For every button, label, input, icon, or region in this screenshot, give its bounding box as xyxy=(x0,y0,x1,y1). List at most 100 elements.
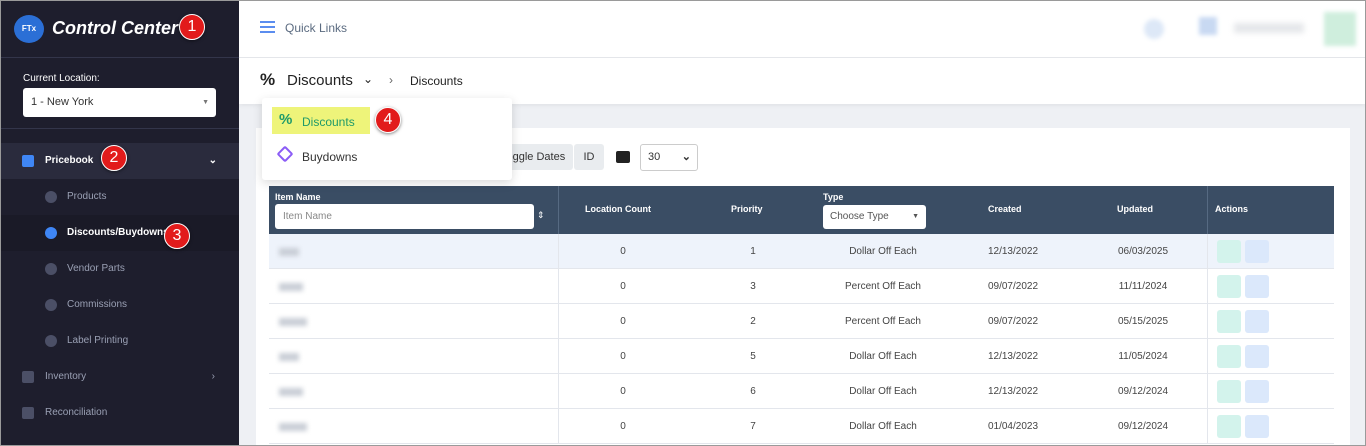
cell: 6 xyxy=(750,386,756,397)
header[interactable]: Priority xyxy=(731,204,763,214)
view-button[interactable] xyxy=(1217,415,1241,438)
cell: 0 xyxy=(620,316,626,327)
dropdown-item[interactable]: Buydowns xyxy=(302,150,358,164)
menu-label: Commissions xyxy=(67,299,128,310)
cell: 12/13/2022 xyxy=(987,351,1039,362)
menu-icon[interactable] xyxy=(260,21,275,23)
header[interactable]: Created xyxy=(988,204,1022,214)
col-divider xyxy=(1207,234,1208,269)
table-header: Item Name Item Name ⇕ Location Count Pri… xyxy=(269,186,1334,234)
menu-item[interactable]: Vendor Parts xyxy=(0,251,239,287)
cell: 0 xyxy=(620,421,626,432)
cell: 3 xyxy=(750,281,756,292)
doc-button[interactable] xyxy=(1245,310,1269,333)
location-select[interactable]: 1 - New York ▼ xyxy=(23,88,216,117)
cell: Percent Off Each xyxy=(845,281,921,292)
col-divider xyxy=(558,269,559,304)
chevron[interactable]: ⌄ xyxy=(363,72,374,86)
col-divider xyxy=(1207,409,1208,444)
cell: 09/07/2022 xyxy=(987,316,1039,327)
cell: 0 xyxy=(620,281,626,292)
cell: 06/03/2025 xyxy=(1117,246,1169,257)
callout: 2 xyxy=(101,145,127,171)
menu-label: Discounts/Buydowns xyxy=(67,227,169,238)
menu-item[interactable]: Inventory › xyxy=(0,359,239,395)
header: Actions xyxy=(1215,204,1249,214)
blurred-name xyxy=(279,283,303,291)
print-icon[interactable] xyxy=(616,151,630,163)
sidebar: FTx Control Center Current Location: 1 -… xyxy=(0,0,239,446)
item-filter[interactable]: Item Name xyxy=(275,204,534,229)
doc-button[interactable] xyxy=(1245,240,1269,263)
menu-label: Vendor Parts xyxy=(67,263,125,274)
cell: 0 xyxy=(620,246,626,257)
cell: 05/15/2025 xyxy=(1117,316,1169,327)
callout: 1 xyxy=(179,14,205,40)
doc-button[interactable] xyxy=(1245,275,1269,298)
id-button[interactable]: ID xyxy=(574,144,604,170)
breadcrumb-bar: % Discounts ⌄ › Discounts xyxy=(239,58,1366,104)
header: Item Name xyxy=(275,192,321,202)
location-value: 1 - New York xyxy=(31,96,94,108)
dropdown-menu: % Discounts Buydowns xyxy=(262,98,512,180)
callout: 4 xyxy=(375,107,401,133)
sort-icon[interactable]: ⇕ xyxy=(537,210,545,220)
blurred-icon xyxy=(1144,19,1164,39)
blurred-avatar xyxy=(1324,12,1356,46)
logo: FTx xyxy=(14,15,44,43)
cell: 12/13/2022 xyxy=(987,386,1039,397)
blurred-user xyxy=(1234,23,1304,33)
header: Type xyxy=(823,192,844,202)
cell: Percent Off Each xyxy=(845,316,921,327)
menu-label: Inventory xyxy=(45,371,87,382)
view-button[interactable] xyxy=(1217,240,1241,263)
table-row: 0 3 Percent Off Each 09/07/2022 11/11/2024 xyxy=(269,269,1334,304)
cell: 09/12/2024 xyxy=(1117,386,1169,397)
cell: 7 xyxy=(750,421,756,432)
cell: Dollar Off Each xyxy=(849,351,917,362)
breadcrumb-section[interactable]: Discounts xyxy=(287,72,353,89)
cell: 0 xyxy=(620,351,626,362)
page-size: 30 xyxy=(648,151,661,163)
cell: 11/11/2024 xyxy=(1118,281,1168,292)
doc-button[interactable] xyxy=(1245,380,1269,403)
view-button[interactable] xyxy=(1217,275,1241,298)
menu-label: Reconciliation xyxy=(45,407,108,418)
header[interactable]: Updated xyxy=(1117,204,1153,214)
menu-label: Pricebook xyxy=(45,155,94,166)
blurred-name xyxy=(279,388,303,396)
view-button[interactable] xyxy=(1217,380,1241,403)
breadcrumb-icon: % xyxy=(260,70,276,89)
menu-item[interactable]: Discounts/Buydowns xyxy=(0,215,239,251)
blurred-name xyxy=(279,318,307,326)
quick-links[interactable]: Quick Links xyxy=(285,21,348,35)
brand: Control Center xyxy=(52,18,178,38)
blurred-name xyxy=(279,248,299,256)
menu-item[interactable]: Products xyxy=(0,179,239,215)
type-filter[interactable]: Choose Type ▼ xyxy=(823,205,926,229)
page-size-select[interactable]: 30 ⌄ xyxy=(640,144,698,171)
col-divider xyxy=(1207,374,1208,409)
location-label: Current Location: xyxy=(23,73,100,84)
cell: Dollar Off Each xyxy=(849,421,917,432)
blurred-icon xyxy=(1199,17,1217,35)
doc-button[interactable] xyxy=(1245,415,1269,438)
menu-item[interactable]: Commissions xyxy=(0,287,239,323)
doc-button[interactable] xyxy=(1245,345,1269,368)
menu-item[interactable]: Reconciliation xyxy=(0,395,239,431)
dropdown-item[interactable]: Discounts xyxy=(302,115,355,129)
view-button[interactable] xyxy=(1217,310,1241,333)
table-row: 0 1 Dollar Off Each 12/13/2022 06/03/2025 xyxy=(269,234,1334,269)
col-divider xyxy=(558,186,559,234)
col-divider xyxy=(1207,269,1208,304)
cell: 09/12/2024 xyxy=(1117,421,1169,432)
header[interactable]: Location Count xyxy=(585,204,651,214)
table-row: 0 5 Dollar Off Each 12/13/2022 11/05/2024 xyxy=(269,339,1334,374)
col-divider xyxy=(558,374,559,409)
view-button[interactable] xyxy=(1217,345,1241,368)
callout: 3 xyxy=(164,223,190,249)
cell: 0 xyxy=(620,386,626,397)
item-icon xyxy=(276,145,294,163)
cell: 2 xyxy=(750,316,756,327)
menu-item[interactable]: Label Printing xyxy=(0,323,239,359)
